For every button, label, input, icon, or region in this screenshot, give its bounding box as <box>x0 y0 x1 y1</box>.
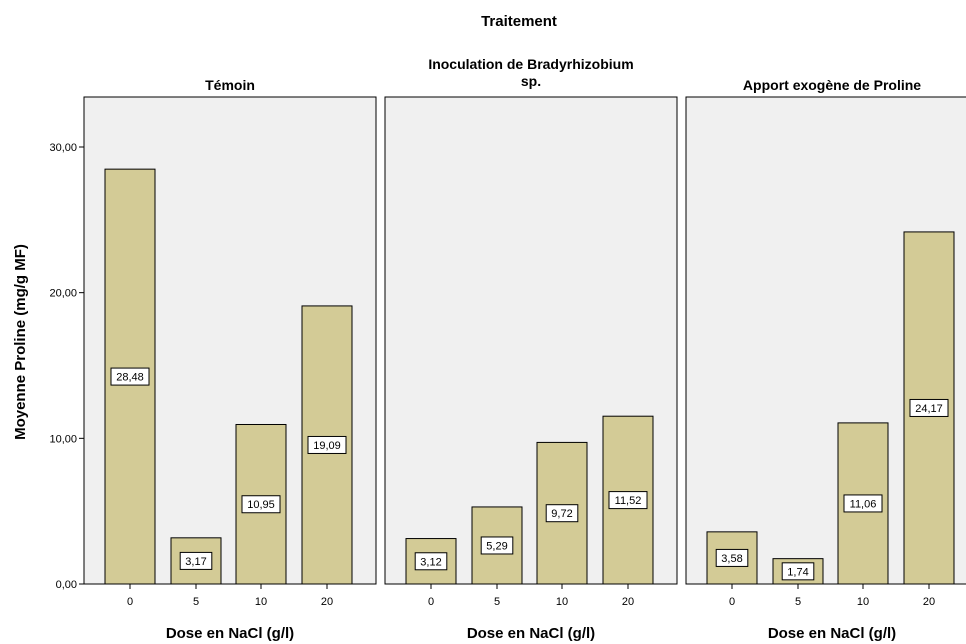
x-axis-label: Dose en NaCl (g/l) <box>166 625 294 642</box>
data-label-box <box>414 552 448 571</box>
x-tick-label: 20 <box>622 596 634 608</box>
data-label-box <box>843 494 883 513</box>
data-label-box <box>179 551 213 570</box>
data-label-box <box>781 562 815 581</box>
x-tick-label: 5 <box>494 596 500 608</box>
data-label: 10,95 <box>247 499 275 511</box>
panel: Apport exogène de Proline 3,58 0 1,74 5 11,06… <box>685 77 966 642</box>
panels: Témoin 28,48 0 3,17 5 10,95 10 19,09 20 Dose en N… <box>83 56 966 642</box>
data-label-box <box>715 548 749 567</box>
data-label-box <box>545 504 579 523</box>
data-label: 3,17 <box>185 556 206 568</box>
data-label-box <box>307 435 347 454</box>
data-label: 19,09 <box>313 440 341 452</box>
data-label-box <box>608 491 648 510</box>
data-label-box <box>480 536 514 555</box>
chart-title: Traitement <box>481 13 557 30</box>
data-label: 11,06 <box>850 498 877 510</box>
y-axis: 0,00 10,00 20,00 30,00 <box>49 142 84 591</box>
x-tick-label: 10 <box>857 596 869 608</box>
x-axis-label: Dose en NaCl (g/l) <box>768 625 896 642</box>
y-tick-label: 0,00 <box>56 579 77 591</box>
x-tick-label: 0 <box>127 596 133 608</box>
data-label: 3,12 <box>420 556 441 568</box>
panel-title: sp. <box>521 73 541 89</box>
x-tick-label: 0 <box>729 596 735 608</box>
data-label: 24,17 <box>915 403 943 415</box>
panel-title: Témoin <box>205 77 255 93</box>
x-axis-label: Dose en NaCl (g/l) <box>467 625 595 642</box>
y-tick-label: 20,00 <box>49 288 77 300</box>
y-tick-label: 10,00 <box>49 433 77 445</box>
panel: Témoin 28,48 0 3,17 5 10,95 10 19,09 20 Dose en N… <box>83 77 377 642</box>
x-tick-label: 10 <box>556 596 568 608</box>
x-tick-label: 5 <box>193 596 199 608</box>
data-label: 9,72 <box>551 508 572 520</box>
data-label-box <box>909 398 949 417</box>
panel-title: Apport exogène de Proline <box>743 77 921 93</box>
data-label-box <box>241 495 281 514</box>
data-label: 5,29 <box>486 540 507 552</box>
x-tick-label: 5 <box>795 596 801 608</box>
x-tick-label: 10 <box>255 596 267 608</box>
panel-title: Inoculation de Bradyrhizobium <box>428 56 633 72</box>
y-axis-label: Moyenne Proline (mg/g MF) <box>12 244 29 440</box>
x-tick-label: 20 <box>321 596 333 608</box>
data-label-box <box>110 367 150 386</box>
x-tick-label: 20 <box>923 596 935 608</box>
data-label: 3,58 <box>721 553 742 565</box>
x-tick-label: 0 <box>428 596 434 608</box>
data-label: 11,52 <box>615 495 642 507</box>
data-label: 28,48 <box>116 372 144 384</box>
data-label: 1,74 <box>787 566 808 578</box>
y-tick-label: 30,00 <box>49 142 77 154</box>
